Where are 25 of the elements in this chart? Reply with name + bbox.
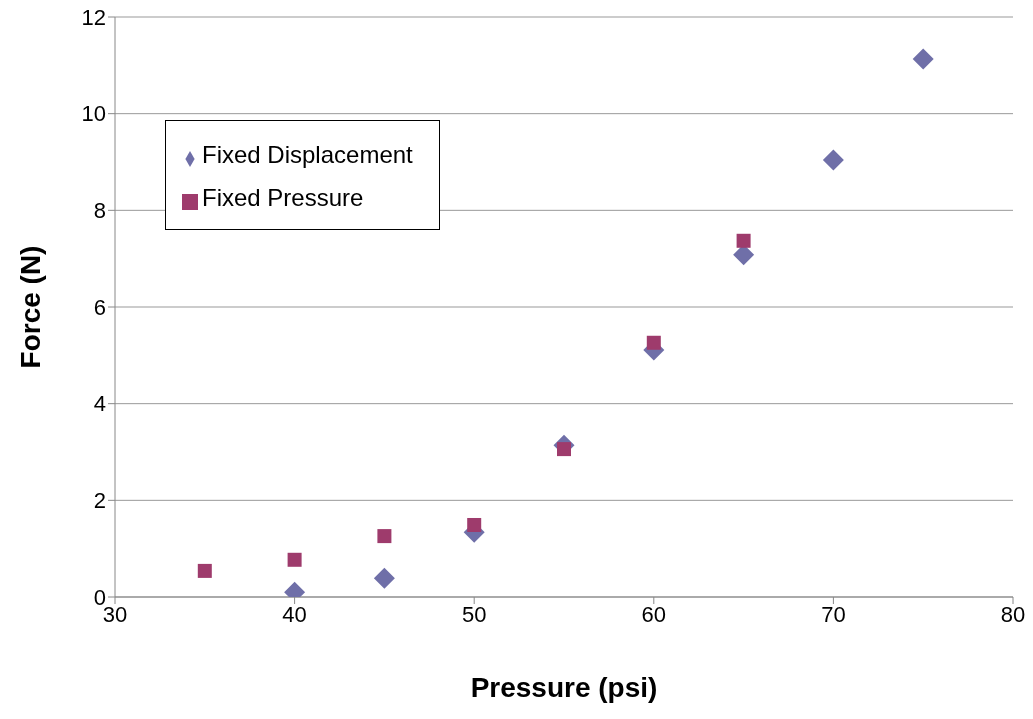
x-tick-label: 80 [1000,601,1026,627]
point [197,563,212,578]
point [287,552,302,567]
x-axis-title: Pressure (psi) [470,672,658,703]
legend-label: Fixed Displacement [202,141,413,168]
x-tick-label: 40 [282,601,307,627]
y-tick-label: 10 [81,101,106,127]
y-tick-label: 2 [93,488,106,514]
point [373,567,395,589]
point [467,517,482,532]
x-tick-label: 50 [461,601,487,627]
legend-label: Fixed Pressure [202,184,364,211]
x-tick-label: 60 [641,601,667,627]
point [822,149,844,171]
y-tick-label: 4 [93,391,106,417]
point [557,442,571,457]
x-tick-label: 70 [821,601,846,627]
point [736,233,751,248]
y-tick-label: 6 [93,294,106,320]
y-axis-title: Force (N) [14,245,46,369]
y-tick-label: 12 [81,4,106,30]
point [912,48,934,70]
point [377,529,392,544]
point [646,335,661,350]
y-tick-label: 8 [93,198,106,224]
